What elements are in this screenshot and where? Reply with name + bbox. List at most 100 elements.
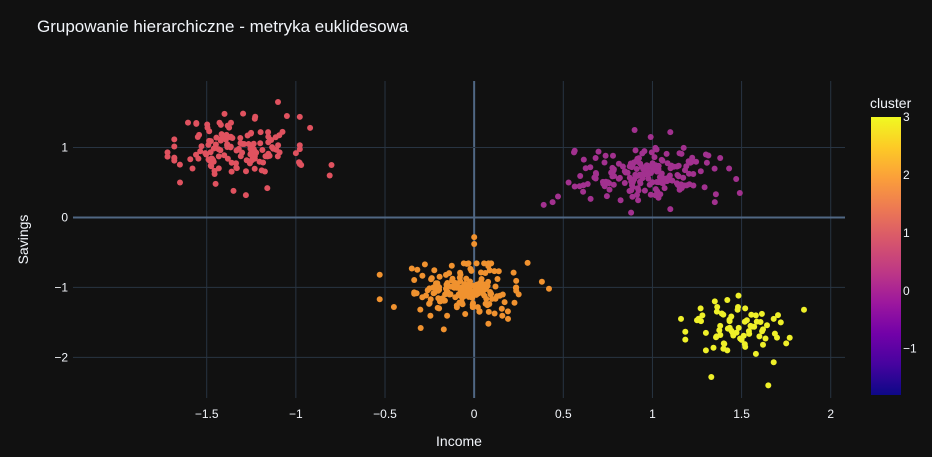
data-point <box>646 181 653 188</box>
data-point <box>275 99 281 105</box>
data-point <box>489 295 495 302</box>
data-point <box>546 285 552 292</box>
y-tick-label: 1 <box>61 140 68 154</box>
data-point <box>464 283 471 290</box>
data-point <box>724 297 731 303</box>
data-point <box>446 291 453 298</box>
data-point <box>496 292 503 299</box>
data-point <box>632 147 639 154</box>
x-tick-label: 0.5 <box>555 407 572 421</box>
data-point <box>230 187 237 194</box>
data-point <box>471 241 478 247</box>
data-point <box>549 199 556 206</box>
colorbar-tick-label: 2 <box>903 168 910 182</box>
data-point <box>713 308 720 315</box>
data-point <box>716 327 723 334</box>
data-point <box>617 197 624 204</box>
data-point <box>221 110 228 117</box>
data-point <box>513 287 520 294</box>
data-point <box>187 156 194 163</box>
data-point <box>307 124 314 131</box>
data-point <box>648 149 655 156</box>
data-point <box>580 188 587 195</box>
data-point <box>478 269 484 276</box>
data-point <box>757 319 764 325</box>
data-point <box>610 167 617 174</box>
data-point <box>770 359 777 366</box>
data-point <box>237 135 244 141</box>
x-tick-label: 1 <box>649 407 656 421</box>
data-point <box>224 141 231 148</box>
colorbar-tick-label: 3 <box>903 110 910 124</box>
data-point <box>712 191 719 198</box>
data-point <box>245 141 252 147</box>
data-point <box>471 234 478 241</box>
data-point <box>431 267 438 274</box>
data-point <box>408 265 415 272</box>
data-point <box>615 160 622 167</box>
data-point <box>511 299 518 306</box>
data-point <box>657 191 664 198</box>
data-point <box>485 263 492 270</box>
data-point <box>760 341 766 348</box>
data-point <box>667 206 674 213</box>
data-point <box>208 155 215 162</box>
data-point <box>667 177 674 183</box>
data-point <box>426 300 433 307</box>
data-point <box>587 164 594 171</box>
data-point <box>212 180 219 187</box>
data-point <box>626 163 633 170</box>
data-point <box>487 291 494 298</box>
data-point <box>650 166 657 173</box>
data-point <box>177 179 183 186</box>
data-point <box>565 179 572 186</box>
data-point <box>274 153 281 160</box>
data-point <box>467 278 473 285</box>
data-point <box>635 197 642 204</box>
data-point <box>756 333 763 340</box>
data-point <box>171 136 178 143</box>
data-point <box>676 150 683 157</box>
data-point <box>436 273 443 280</box>
data-point <box>328 162 335 168</box>
data-point <box>257 140 264 147</box>
axes: −1.5 −1 −0.5 0 0.5 1 1.5 2 1 0 −1 −2 Income Savings <box>15 140 834 449</box>
data-point <box>686 181 693 188</box>
data-point <box>513 277 520 284</box>
x-tick-label: 1.5 <box>733 407 750 421</box>
data-point <box>463 291 470 298</box>
data-point <box>777 319 784 326</box>
data-point <box>690 171 697 177</box>
data-point <box>296 142 303 149</box>
data-point <box>674 172 681 178</box>
data-point <box>266 152 273 159</box>
data-point <box>436 305 443 312</box>
data-point <box>647 191 654 198</box>
data-point <box>376 296 383 303</box>
data-point <box>616 174 623 181</box>
data-point <box>524 259 531 266</box>
data-point <box>595 148 602 155</box>
data-point <box>248 157 255 164</box>
x-tick-label: −1.5 <box>195 407 219 421</box>
data-point <box>655 179 662 186</box>
data-point <box>645 175 652 182</box>
data-point <box>256 158 263 165</box>
data-point <box>495 268 502 275</box>
data-point <box>770 315 777 322</box>
data-point <box>633 158 640 164</box>
data-point <box>427 312 434 319</box>
data-point <box>476 308 483 315</box>
data-point <box>695 315 702 322</box>
data-point <box>674 163 680 170</box>
data-point <box>602 178 609 185</box>
data-point <box>224 122 231 129</box>
data-point <box>710 344 717 351</box>
data-point <box>273 146 280 153</box>
data-point <box>641 187 648 194</box>
data-point <box>641 148 648 155</box>
x-axis-label: Income <box>436 433 482 449</box>
data-point <box>272 134 279 141</box>
data-point <box>686 170 692 177</box>
